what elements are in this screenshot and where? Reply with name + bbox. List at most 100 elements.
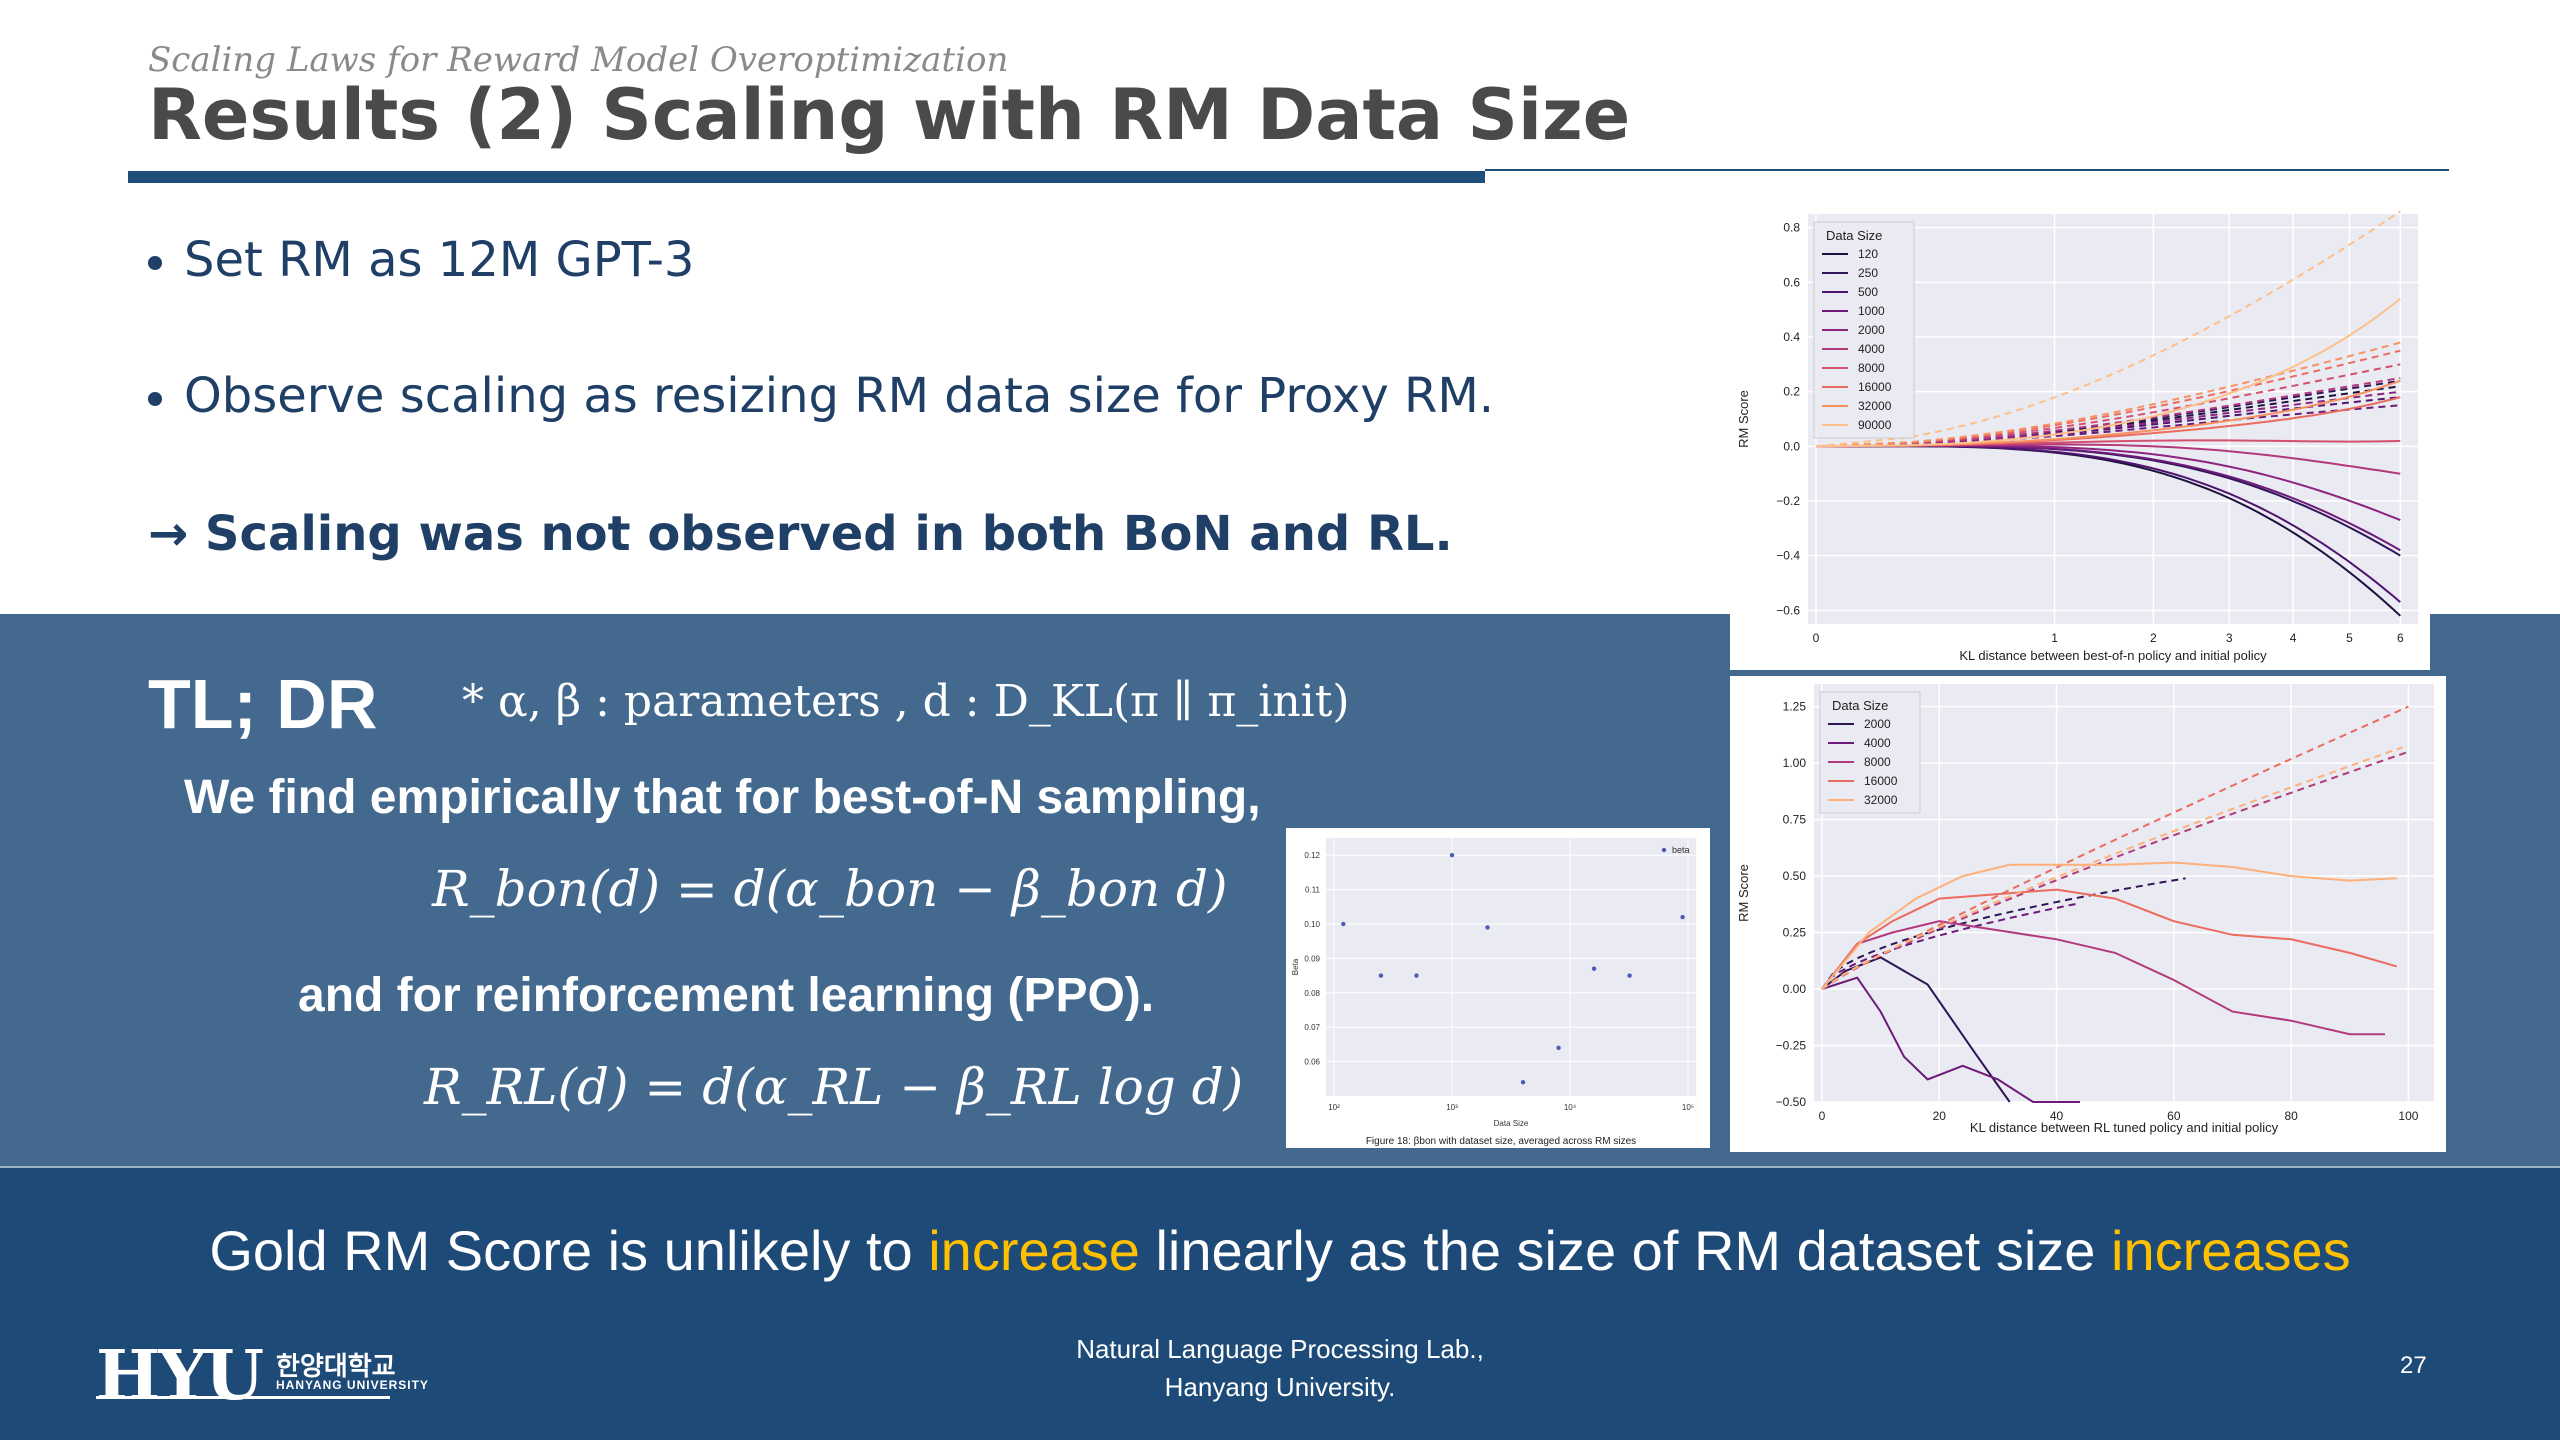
legend-label: 250 <box>1858 266 1878 280</box>
y-tick-label: 0.12 <box>1304 851 1320 860</box>
legend-label: 120 <box>1858 247 1878 261</box>
page-number: 27 <box>2400 1352 2427 1379</box>
x-tick-label: 60 <box>2167 1109 2181 1123</box>
data-point <box>1341 921 1346 927</box>
proxy-series-line <box>1821 750 2409 990</box>
y-tick-label: 0.6 <box>1783 275 1800 289</box>
figure-caption: Figure 18: βbon with dataset size, avera… <box>1366 1136 1636 1147</box>
legend-label: 2000 <box>1864 717 1891 731</box>
legend-label: 32000 <box>1858 399 1892 413</box>
legend-label: 2000 <box>1858 323 1885 337</box>
gold-series-line <box>1815 445 2401 603</box>
legend-label: 500 <box>1858 285 1878 299</box>
x-tick-label: 5 <box>2346 631 2353 645</box>
data-point <box>1520 1080 1526 1085</box>
gold-series-line <box>1821 861 2397 990</box>
bon-description: We find empirically that for best-of-N s… <box>184 771 1261 824</box>
data-point <box>1485 925 1490 930</box>
proxy-series-line <box>1815 390 2401 448</box>
gold-series-line <box>1815 443 2401 475</box>
data-point <box>1449 853 1455 858</box>
legend-label: 32000 <box>1864 793 1898 807</box>
legend-marker <box>1661 847 1667 853</box>
title-rule-thin <box>1485 169 2449 171</box>
bon-chart: 0 1 2 3 4 5 6 0.8 0.6 0.4 0.2 0.0 −0.2 −0.4 −0.6 KL dis… <box>1736 210 2418 663</box>
y-tick-label: 1.25 <box>1783 700 1807 714</box>
footer-text: Natural Language Processing Lab., Hanyan… <box>0 1330 2560 1406</box>
y-tick-label: 1.00 <box>1783 756 1807 770</box>
params-note: * α, β : parameters , d : D_KL(π ∥ π_ini… <box>462 676 1350 727</box>
y-axis-label: RM Score <box>1736 390 1751 448</box>
legend-label: 1000 <box>1858 304 1885 318</box>
x-tick-label: 20 <box>1933 1109 1947 1123</box>
logo-english: HANYANG UNIVERSITY <box>276 1378 429 1392</box>
x-tick-label: 4 <box>2290 631 2297 645</box>
x-tick-label: 0 <box>1813 631 1820 645</box>
x-tick-label: 10⁵ <box>1682 1103 1694 1112</box>
proxy-series-line <box>1821 902 2081 990</box>
proxy-series-line <box>1815 349 2401 448</box>
legend-label: 4000 <box>1864 736 1891 750</box>
gold-series-line <box>1815 445 2401 552</box>
proxy-series-line <box>1821 746 2403 990</box>
x-axis-label: KL distance between RL tuned policy and … <box>1970 1120 2279 1135</box>
y-tick-label: 0.00 <box>1783 982 1807 996</box>
footer-line-1: Natural Language Processing Lab., <box>1076 1334 1484 1364</box>
tldr-label: TL; DR <box>148 665 378 743</box>
gold-series-line <box>1815 439 2401 448</box>
rl-equation: R_RL(d) = d(α_RL − β_RL log d) <box>424 1058 1244 1116</box>
data-point <box>1556 1045 1561 1051</box>
bullet-item: Observe scaling as resizing RM data size… <box>148 368 1494 424</box>
conclusion-text: → Scaling was not observed in both BoN a… <box>148 506 1453 562</box>
gold-highlight-1: increase <box>928 1219 1140 1282</box>
gold-series-line <box>1821 888 2397 990</box>
x-tick-label: 10⁴ <box>1564 1103 1577 1112</box>
y-tick-label: −0.25 <box>1776 1039 1807 1053</box>
data-point <box>1680 914 1685 920</box>
legend-label: 8000 <box>1864 755 1891 769</box>
legend-label: beta <box>1672 845 1690 855</box>
y-tick-label: 0.10 <box>1304 920 1320 929</box>
gold-statement: Gold RM Score is unlikely to increase li… <box>0 1218 2560 1283</box>
bullet-text: Observe scaling as resizing RM data size… <box>184 368 1495 424</box>
x-tick-label: 6 <box>2397 631 2404 645</box>
slide-title: Results (2) Scaling with RM Data Size <box>148 74 1631 156</box>
x-tick-label: 40 <box>2050 1109 2064 1123</box>
x-axis-label: KL distance between best-of-n policy and… <box>1959 648 2267 663</box>
x-tick-label: 100 <box>2398 1109 2418 1123</box>
bon-equation: R_bon(d) = d(α_bon − β_bon d) <box>432 860 1228 918</box>
legend-label: 8000 <box>1858 361 1885 375</box>
rl-chart-card: 0 20 40 60 80 100 1.25 1.00 0.75 0.50 0.25 0.00 −0.2… <box>1730 676 2446 1152</box>
x-tick-label: 80 <box>2284 1109 2298 1123</box>
rl-description: and for reinforcement learning (PPO). <box>298 969 1155 1022</box>
data-point <box>1378 973 1384 978</box>
x-tick-label: 1 <box>2051 631 2058 645</box>
gold-series-line <box>1821 976 2080 1103</box>
y-tick-label: 0.8 <box>1783 221 1800 235</box>
legend-label: 16000 <box>1858 380 1892 394</box>
proxy-series-line <box>1815 341 2401 448</box>
logo-korean: 한양대학교 <box>276 1351 396 1381</box>
university-logo: HYU 한양대학교 HANYANG UNIVERSITY <box>96 1336 428 1416</box>
beta-chart-card: 10² 10³ 10⁴ 10⁵ 0.12 0.11 0.10 0.09 0.08 0.07 0.06… <box>1286 828 1710 1148</box>
bullet-dot-icon <box>148 392 162 406</box>
y-tick-label: −0.50 <box>1776 1095 1807 1109</box>
x-tick-label: 2 <box>2150 631 2157 645</box>
y-tick-label: 0.0 <box>1783 439 1800 453</box>
legend-label: 16000 <box>1864 774 1898 788</box>
gold-series-line <box>1821 956 2011 1103</box>
proxy-series-line <box>1821 705 2409 990</box>
y-tick-label: −0.2 <box>1776 494 1800 508</box>
bullet-text: Set RM as 12M GPT-3 <box>184 232 695 288</box>
proxy-series-line <box>1815 396 2401 448</box>
data-point <box>1591 966 1597 971</box>
x-tick-label: 10² <box>1328 1103 1340 1112</box>
y-tick-label: 0.06 <box>1304 1058 1320 1067</box>
y-tick-label: 0.25 <box>1783 926 1807 940</box>
x-tick-label: 10³ <box>1446 1103 1458 1112</box>
logo-underline <box>96 1396 390 1399</box>
y-axis-label: RM Score <box>1736 864 1751 922</box>
data-point <box>1627 973 1632 978</box>
gold-text-1: Gold RM Score is unlikely to <box>209 1219 929 1282</box>
y-tick-label: 0.75 <box>1783 813 1807 827</box>
